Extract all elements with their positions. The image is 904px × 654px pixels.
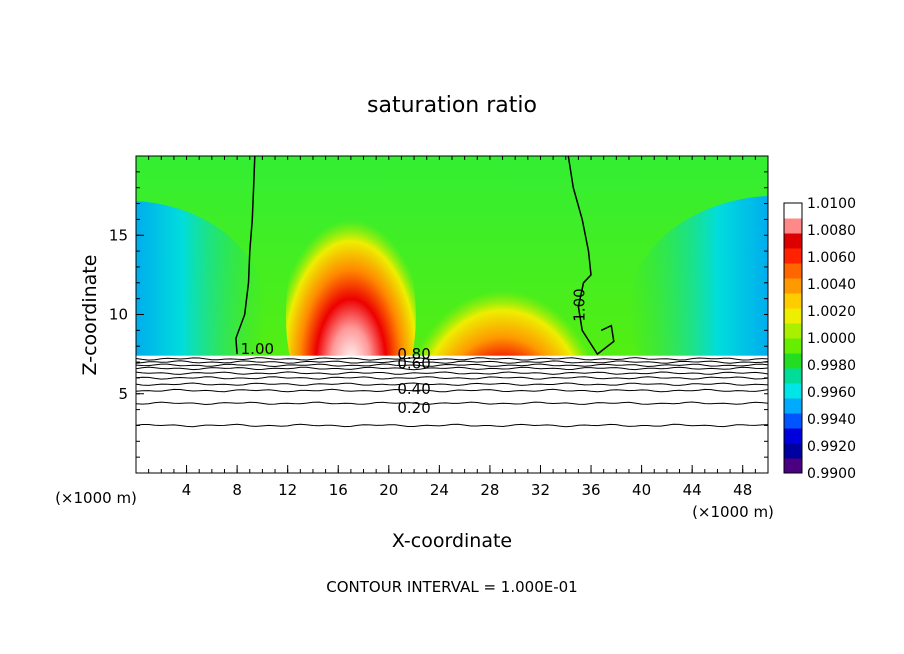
y-axis-label: Z-coordinate [79,255,101,376]
sub-cloud-region [136,355,768,473]
contour-labels: 0.200.40 0.600.80 1.00 1.00 [241,288,589,416]
colorbar-swatch [784,398,802,414]
x-unit-label-right: (×1000 m) [692,503,774,521]
chart-title: saturation ratio [367,93,537,118]
x-tick-label: 44 [683,481,702,499]
colorbar-swatch [784,293,802,309]
contour-label: 0.80 [397,345,430,363]
contour-interval-note: CONTOUR INTERVAL = 1.000E-01 [326,578,577,596]
colorbar: 1.0100 1.0080 1.0060 1.0040 1.0020 1.0000 0.99… [783,196,856,482]
colorbar-label: 0.9960 [807,385,856,401]
y-tick-label: 5 [118,385,128,403]
contour-lines [135,155,769,428]
x-tick-label: 28 [480,481,499,499]
x-tick-label: 8 [232,481,242,499]
colorbar-swatch [784,413,802,429]
colorbar-swatch [784,278,802,294]
x-tick-label: 48 [733,481,752,499]
x-tick-label: 12 [278,481,297,499]
contour-line [135,423,769,428]
colorbar-swatch [784,443,802,459]
x-tick-label: 40 [632,481,651,499]
x-tick-label: 36 [581,481,600,499]
contour-line [135,376,769,380]
contour-line [135,363,769,368]
colorbar-swatch [784,383,802,399]
colorbar-swatch [784,263,802,279]
x-axis-label: X-coordinate [392,530,512,552]
x-tick-label: 4 [182,481,192,499]
contour-label: 0.20 [397,399,430,417]
y-axis-ticks: 5 10 15 [109,155,768,474]
colorbar-label: 1.0060 [807,250,856,266]
contour-line [135,360,769,364]
colorbar-swatch [784,218,802,234]
contour-label: 0.60 [397,354,430,372]
colorbar-swatch [784,308,802,324]
x-axis-ticks: 4 8 12 16 20 24 28 32 36 40 44 48 [135,156,769,499]
colorbar-frame [783,202,803,474]
colorbar-swatch [784,203,802,219]
contour-line [135,366,769,371]
colorbar-swatch [784,428,802,444]
y-tick-label: 15 [109,226,128,244]
colorbar-label: 1.0100 [807,196,856,212]
colorbar-label: 0.9900 [807,466,856,482]
contour-line [135,382,769,386]
y-tick-label: 10 [109,306,128,324]
colorbar-swatch [784,353,802,369]
colorbar-swatch [784,323,802,339]
contour-line [135,388,769,393]
x-unit-label-left: (×1000 m) [55,489,137,507]
contour-line [135,371,769,375]
colorbar-swatch [784,248,802,264]
contour-label: 1.00 [241,340,274,358]
x-tick-label: 24 [430,481,449,499]
contour-label: 0.40 [397,380,430,398]
colorbar-label: 1.0020 [807,304,856,320]
colorbar-label: 0.9920 [807,439,856,455]
contour-line-1.00 [235,155,256,355]
colorbar-label: 1.0080 [807,223,856,239]
x-tick-label: 32 [531,481,550,499]
contour-line [135,401,769,406]
colorbar-swatch [784,458,802,474]
contour-line [135,357,769,361]
plot-area: 0.200.400.600.801.001.00 4 8 12 16 20 24 28 32 3… [109,155,769,499]
colorbar-label: 1.0040 [807,277,856,293]
colorbar-swatch [784,368,802,384]
contour-label: 1.00 [571,288,589,321]
colorbar-label: 0.9980 [807,358,856,374]
colorbar-swatch [784,233,802,249]
colorbar-label: 0.9940 [807,412,856,428]
x-tick-label: 16 [329,481,348,499]
contour-line-1.00 [567,155,615,356]
colorbar-swatch [784,338,802,354]
colorbar-label: 1.0000 [807,331,856,347]
x-tick-label: 20 [379,481,398,499]
color-field [136,156,768,473]
